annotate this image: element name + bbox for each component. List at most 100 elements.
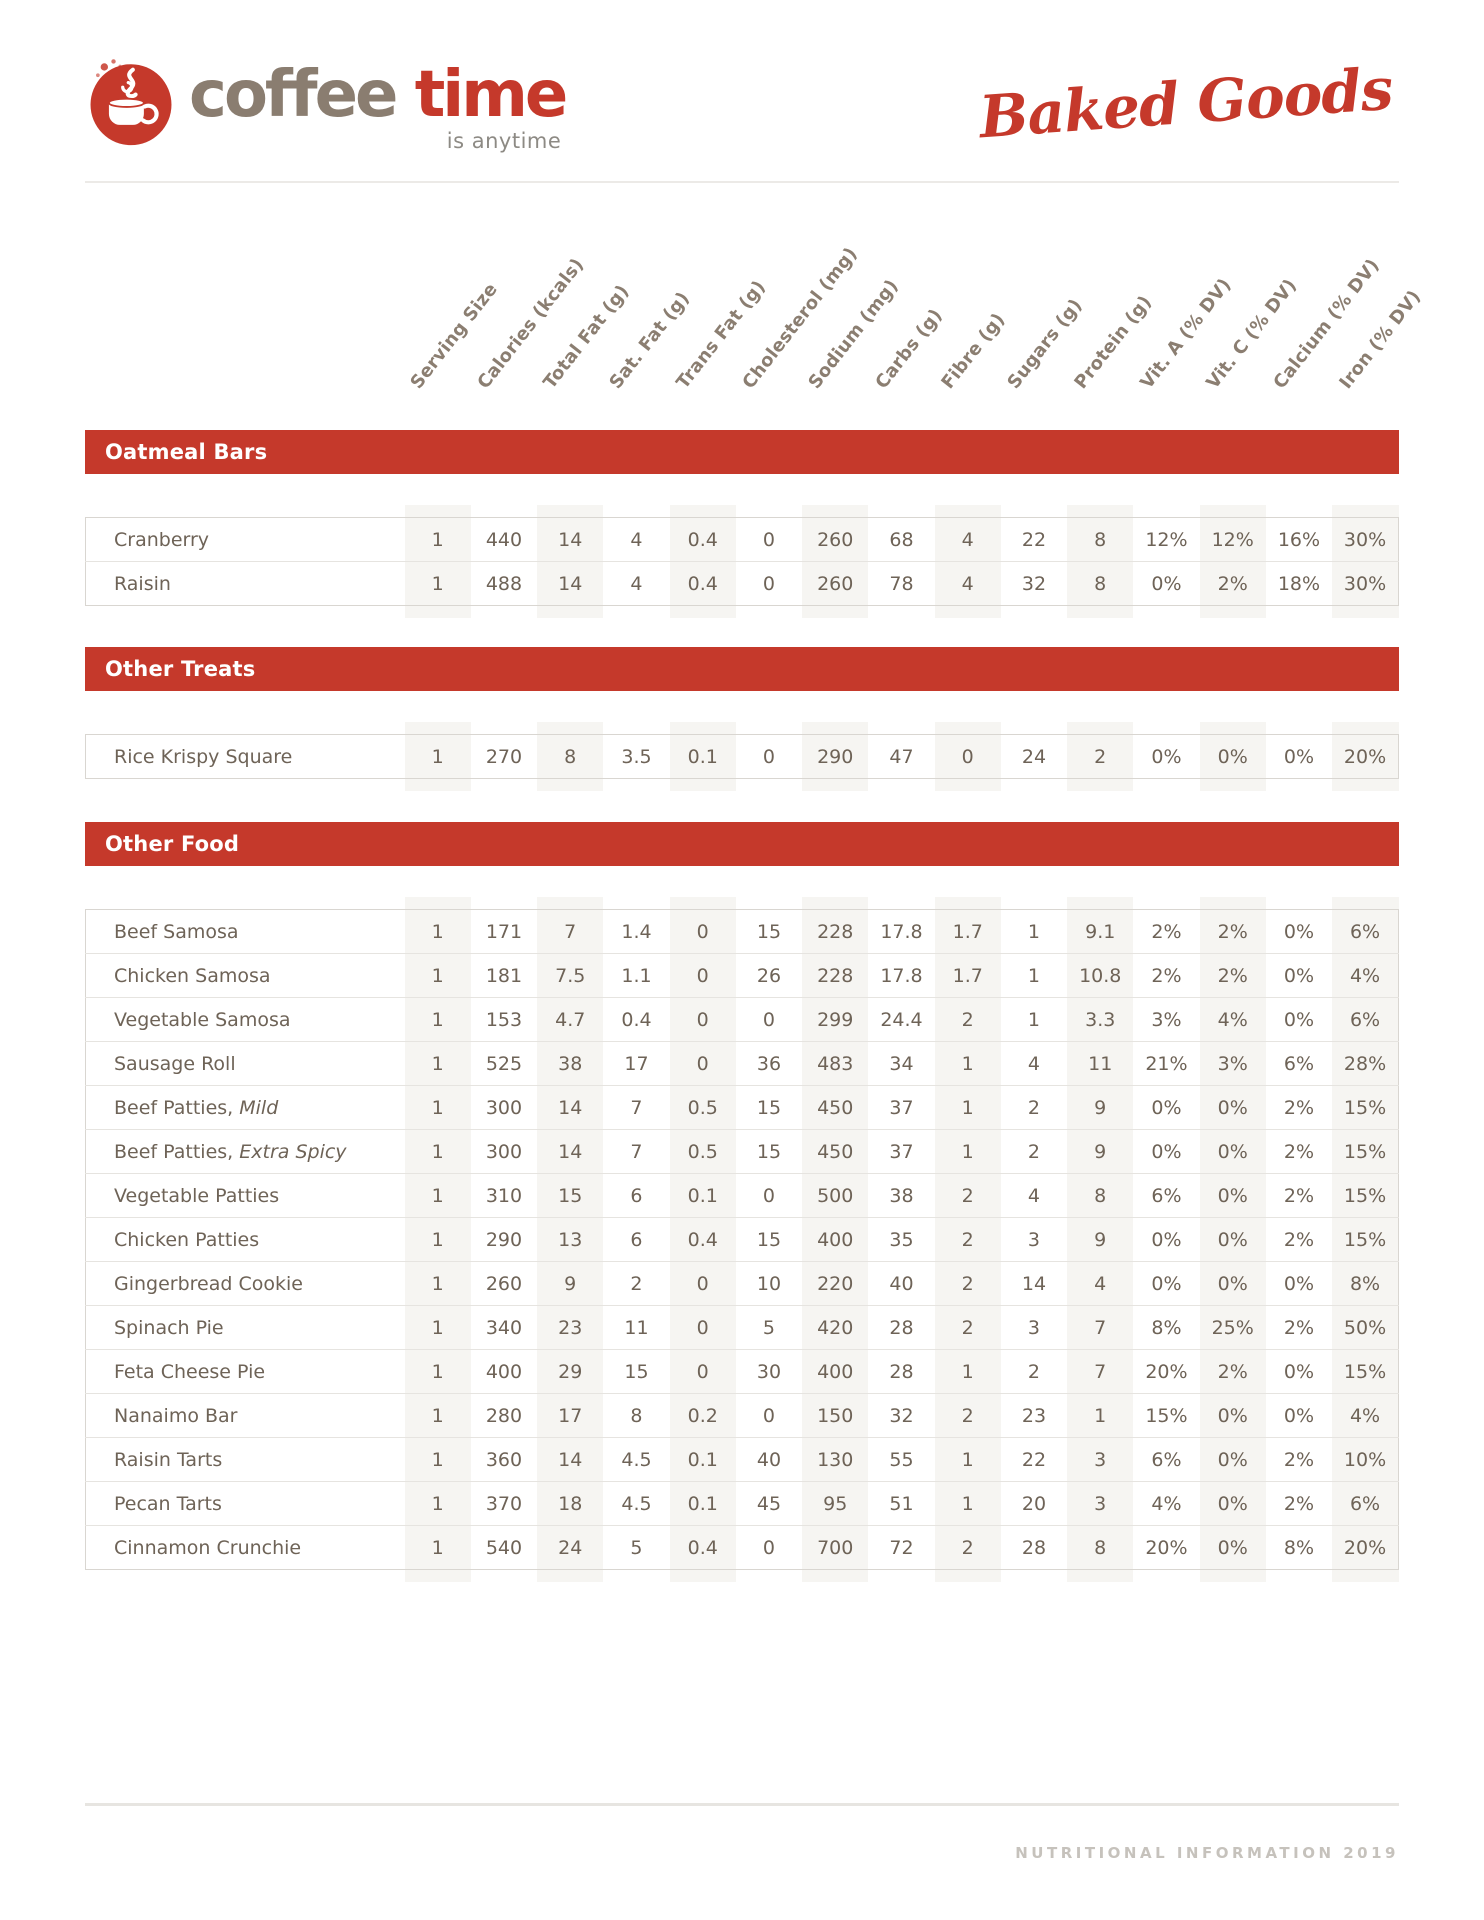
value-cell: 20% [1133, 1525, 1200, 1570]
column-header-carbs-g: Carbs (g) [871, 305, 947, 393]
value-cell: 260 [802, 561, 869, 606]
value-cell: 24 [537, 1525, 604, 1570]
value-cell: 0% [1151, 745, 1182, 768]
value-cell: 25% [1199, 1305, 1266, 1350]
value-cell: 15 [603, 1349, 670, 1394]
value-cell: 0% [1265, 1349, 1333, 1394]
value-cell: 0.4 [687, 528, 718, 551]
column-stripe-bleed [86, 606, 1399, 619]
value-cell: 15 [735, 1129, 803, 1174]
page-footer: NUTRITIONAL INFORMATION 2019 [85, 1803, 1399, 1862]
value-cell: 0.1 [669, 1437, 736, 1482]
value-cell: 0 [669, 997, 736, 1042]
value-cell: 0 [735, 1173, 803, 1218]
value-cell: 1 [1027, 920, 1041, 943]
value-cell: 3% [1133, 997, 1200, 1042]
value-cell: 0% [1265, 1393, 1333, 1438]
value-cell: 280 [470, 1393, 538, 1438]
value-cell: 0% [1199, 1129, 1266, 1174]
value-cell: 3.5 [621, 745, 652, 768]
value-cell: 22 [1000, 1437, 1068, 1482]
value-cell: 1 [404, 1525, 471, 1570]
value-cell: 2% [1265, 1481, 1333, 1526]
value-cell: 20 [1000, 1481, 1068, 1526]
value-cell: 32 [1000, 561, 1068, 606]
value-cell: 0 [669, 953, 736, 998]
row-label: Raisin [85, 561, 405, 606]
value-cell: 400 [802, 1349, 869, 1394]
row-label: Nanaimo Bar [85, 1393, 405, 1438]
row-label: Cranberry [114, 528, 210, 551]
table-row: Cinnamon Crunchie 1 540 24 5 0.4 0 700 72 2 28 8 20%… [85, 1525, 1399, 1570]
value-cell: 8% [1133, 1305, 1200, 1350]
value-cell: 6 [603, 1217, 670, 1262]
value-cell: 2 [1000, 1349, 1068, 1394]
value-cell: 40 [868, 1261, 935, 1306]
value-cell: 1 [934, 1041, 1001, 1086]
value-cell: 2% [1199, 953, 1266, 998]
value-cell: 8% [1265, 1525, 1333, 1570]
value-cell: 1 [934, 1481, 1001, 1526]
value-cell: 3 [1067, 1481, 1134, 1526]
value-cell: 0.1 [669, 1481, 736, 1526]
value-cell: 1.1 [603, 953, 670, 998]
value-cell: 38 [868, 1173, 935, 1218]
value-cell: 2 [603, 1261, 670, 1306]
value-cell: 30% [1343, 528, 1387, 551]
value-cell: 34 [868, 1041, 935, 1086]
value-cell: 1.7 [952, 920, 983, 943]
value-cell: 0.4 [669, 1217, 736, 1262]
row-label: Chicken Samosa [85, 953, 405, 998]
value-cell: 150 [802, 1393, 869, 1438]
value-cell: 0% [1199, 1393, 1266, 1438]
value-cell: 4 [1067, 1261, 1134, 1306]
value-cell: 0 [735, 1525, 803, 1570]
value-cell: 1 [934, 1129, 1001, 1174]
value-cell: 11 [603, 1305, 670, 1350]
value-cell: 0% [1265, 953, 1333, 998]
value-cell: 1 [404, 1349, 471, 1394]
value-cell: 0 [961, 745, 974, 768]
value-cell: 300 [470, 1129, 538, 1174]
value-cell: 8 [1067, 561, 1134, 606]
value-cell: 0% [1199, 1437, 1266, 1482]
value-cell: 1 [404, 561, 471, 606]
value-cell: 18% [1265, 561, 1333, 606]
value-cell: 30 [735, 1349, 803, 1394]
value-cell: 8 [1067, 1525, 1134, 1570]
value-cell: 28 [868, 1349, 935, 1394]
value-cell: 15 [537, 1173, 604, 1218]
value-cell: 7 [564, 920, 577, 943]
value-cell: 2 [934, 1217, 1001, 1262]
value-cell: 7 [603, 1085, 670, 1130]
value-cell: 17.8 [880, 920, 923, 943]
value-cell: 28% [1332, 1041, 1399, 1086]
value-cell: 400 [470, 1349, 538, 1394]
value-cell: 55 [868, 1437, 935, 1482]
value-cell: 21% [1133, 1041, 1200, 1086]
row-label: Spinach Pie [85, 1305, 405, 1350]
table-row: Beef Samosa 1 171 7 1.4 0 15 228 17.8 1.7 1 9.1 2% 2%… [86, 910, 1399, 954]
value-cell: 181 [470, 953, 538, 998]
value-cell: 340 [470, 1305, 538, 1350]
nutrition-table: Rice Krispy Square 1 270 8 3.5 0.1 0 290 47 0 24 2 0… [85, 722, 1399, 791]
logo-word-coffee: coffee [189, 58, 398, 132]
value-cell: 1 [404, 1217, 471, 1262]
row-label: Beef Patties, Extra Spicy [85, 1129, 405, 1174]
value-cell: 6% [1332, 997, 1399, 1042]
value-cell: 290 [470, 1217, 538, 1262]
value-cell: 6% [1265, 1041, 1333, 1086]
value-cell: 0% [1199, 1217, 1266, 1262]
value-cell: 6 [603, 1173, 670, 1218]
row-label: Cinnamon Crunchie [85, 1525, 405, 1570]
row-label: Vegetable Patties [85, 1173, 405, 1218]
table-row: Beef Patties, Mild 1 300 14 7 0.5 15 450 37 1 2 9 0%… [85, 1085, 1399, 1130]
value-cell: 440 [485, 528, 523, 551]
value-cell: 15% [1332, 1173, 1399, 1218]
column-header-fibre-g: Fibre (g) [937, 309, 1010, 393]
section-other-treats: Other Treats Rice Krispy Square 1 270 8 3.5 0.… [85, 647, 1399, 791]
value-cell: 488 [470, 561, 538, 606]
value-cell: 2% [1265, 1173, 1333, 1218]
value-cell: 0 [669, 1041, 736, 1086]
value-cell: 30% [1332, 561, 1399, 606]
